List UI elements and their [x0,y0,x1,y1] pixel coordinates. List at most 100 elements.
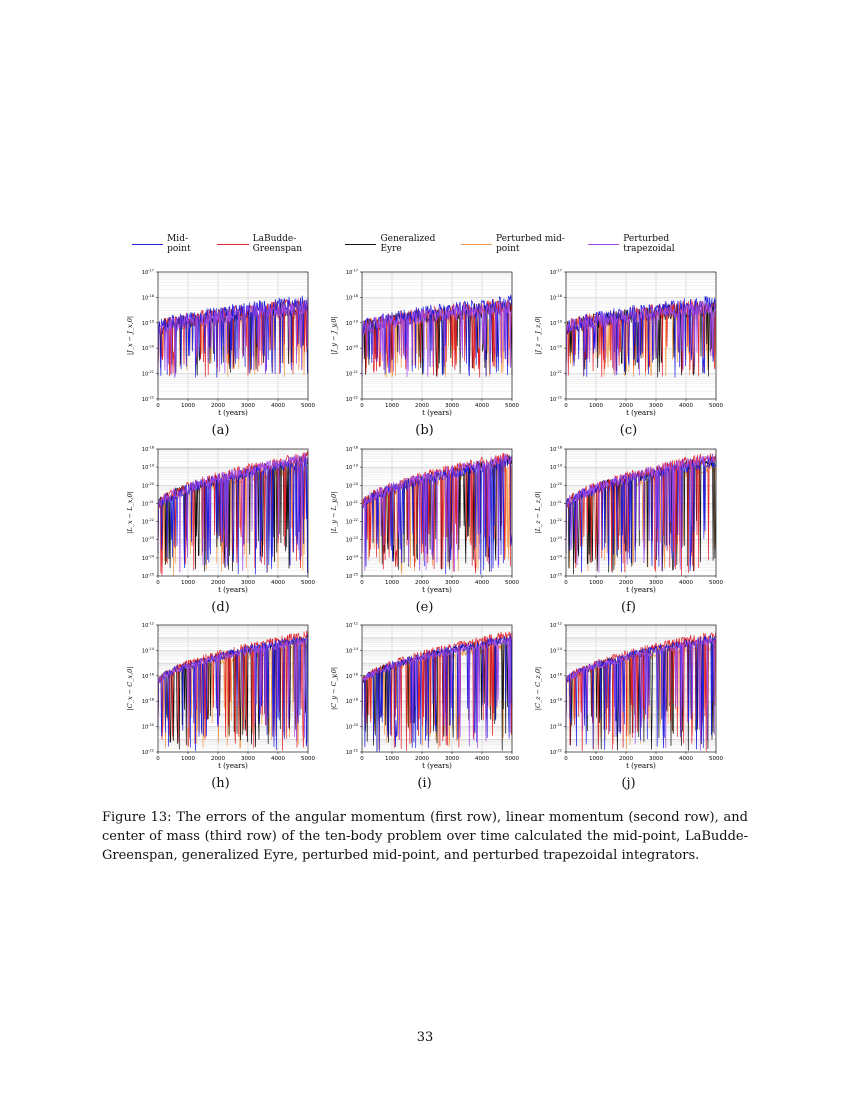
x-tick-label: 1000 [385,403,399,409]
chart-panel: 10-12 10-14 10-16 10-18 10-20 10-22 0 1000 2000 3… [118,619,323,792]
x-tick-label: 2000 [619,756,633,762]
plot-frame [565,448,717,577]
chart-svg: 10-18 10-19 10-20 10-21 10-22 10-23 10-24 10-25… [126,446,315,595]
y-tick-label: 10-24 [346,554,359,562]
y-tick-label: 10-22 [142,749,154,757]
chart-svg: 10-12 10-14 10-16 10-18 10-20 10-220 1000 2000 3… [126,622,315,771]
chart-svg: 10-17 10-18 10-19 10-20 10-21 10-220 1000 2000 3… [126,269,315,418]
y-tick-label: 10-21 [346,370,358,378]
x-tick-label: 2000 [211,756,225,762]
y-tick-label: 10-12 [142,622,154,630]
y-tick-label: 10-19 [142,464,154,472]
x-tick-label: 3000 [241,580,255,586]
x-axis-label: t (years) [218,762,248,770]
y-axis-label: |J_y − J_y,0| [330,316,338,354]
chart-panel: 10-18 10-19 10-20 10-21 10-22 10-23 10-24 10-25… [118,443,323,616]
y-tick-label: 10-20 [346,482,358,490]
x-axis-label: t (years) [422,762,452,770]
panel-label: (d) [211,600,230,615]
y-tick-label: 10-25 [346,573,358,581]
x-axis-label: t (years) [218,409,248,417]
x-tick-label: 3000 [649,756,663,762]
y-tick-label: 10-23 [550,536,562,544]
x-tick-label: 2000 [211,403,225,409]
y-tick-label: 10-22 [142,396,154,404]
y-axis-label: |J_z − J_z,0| [534,316,542,355]
y-axis-label: |C_y − C_y,0| [330,667,338,710]
y-tick-label: 10-18 [346,446,358,454]
chart-svg: 10-17 10-18 10-19 10-20 10-21 10-220 1000 2000 3… [534,269,723,418]
chart-svg: 10-12 10-14 10-16 10-18 10-20 10-220 1000 2000 3… [534,622,723,771]
legend-item: Perturbed trapezoidal [588,234,710,254]
plot-frame [157,271,309,400]
panel-label: (b) [415,423,434,438]
series-line [565,295,717,378]
y-tick-label: 10-16 [142,672,154,680]
y-tick-label: 10-18 [346,294,358,302]
y-tick-label: 10-12 [550,622,562,630]
y-axis-label: |J_x − J_x,0| [126,316,134,355]
x-tick-label: 1000 [589,403,603,409]
x-tick-label: 0 [564,580,568,586]
y-tick-label: 10-22 [550,518,562,526]
y-tick-label: 10-18 [550,698,562,706]
y-tick-label: 10-19 [346,319,358,327]
x-tick-label: 5000 [301,756,315,762]
x-tick-label: 2000 [415,580,429,586]
y-tick-label: 10-24 [142,554,155,562]
page-number: 33 [416,1030,434,1045]
x-tick-label: 0 [564,403,568,409]
x-tick-label: 3000 [241,756,255,762]
chart-svg: 10-17 10-18 10-19 10-20 10-21 10-220 1000 2000 3… [330,269,519,418]
y-tick-label: 10-22 [346,749,358,757]
x-tick-label: 5000 [709,756,723,762]
y-tick-label: 10-14 [142,647,155,655]
x-axis-label: t (years) [626,409,656,417]
x-tick-label: 2000 [415,403,429,409]
x-tick-label: 5000 [709,403,723,409]
x-tick-label: 1000 [589,580,603,586]
chart-panel: 10-12 10-14 10-16 10-18 10-20 10-22 0 1000 2000 3… [526,619,731,792]
x-tick-label: 5000 [505,756,519,762]
y-tick-label: 10-24 [550,554,563,562]
figure-legend: Mid-point LaBudde-Greenspan Generalized Ey… [132,234,722,254]
legend-item: LaBudde-Greenspan [217,234,333,254]
y-tick-label: 10-20 [550,345,562,353]
x-tick-label: 2000 [619,403,633,409]
series-line [157,636,309,742]
series-line [361,300,513,378]
legend-item: Perturbed mid-point [460,234,576,254]
plot-frame [565,624,717,753]
x-tick-label: 3000 [241,403,255,409]
chart-panel: 10-17 10-18 10-19 10-20 10-21 10-22 0 1000 2000 3… [322,266,527,439]
x-tick-label: 5000 [301,403,315,409]
y-tick-label: 10-18 [142,446,154,454]
chart-panel: 10-17 10-18 10-19 10-20 10-21 10-22 0 1000 2000 3… [526,266,731,439]
y-axis-label: |L_x − L_x,0| [126,491,134,534]
x-axis-label: t (years) [422,586,452,594]
y-tick-label: 10-20 [142,723,154,731]
plot-frame [361,448,513,577]
series-line [361,453,513,572]
y-tick-label: 10-20 [550,723,562,731]
panel-label: (h) [211,776,230,791]
x-tick-label: 5000 [301,580,315,586]
y-tick-label: 10-19 [550,319,562,327]
legend-line-icon [345,243,377,245]
x-tick-label: 3000 [445,403,459,409]
chart-panel: 10-17 10-18 10-19 10-20 10-21 10-22 0 1000 2000 3… [118,266,323,439]
x-tick-label: 5000 [709,580,723,586]
x-tick-label: 4000 [271,756,285,762]
y-tick-label: 10-18 [142,294,154,302]
y-tick-label: 10-17 [346,269,358,277]
series-line [565,453,717,573]
series-line [361,637,513,749]
chart-panel: 10-18 10-19 10-20 10-21 10-22 10-23 10-24 10-25… [526,443,731,616]
x-axis-label: t (years) [626,586,656,594]
x-tick-label: 1000 [385,756,399,762]
x-tick-label: 0 [156,580,160,586]
x-tick-label: 1000 [589,756,603,762]
x-tick-label: 0 [564,756,568,762]
x-tick-label: 4000 [679,580,693,586]
series-line [361,634,513,752]
